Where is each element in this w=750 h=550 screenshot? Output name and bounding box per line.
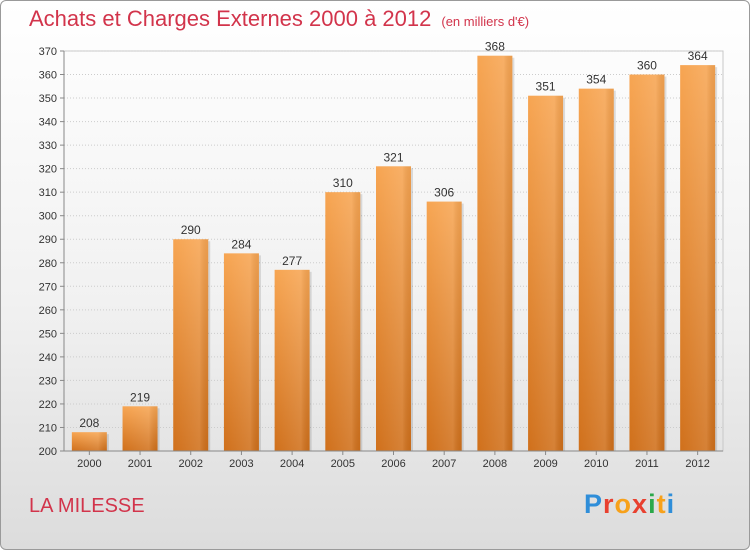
bar-highlight — [71, 432, 107, 451]
data-label: 351 — [536, 80, 556, 94]
y-tick-label: 360 — [39, 70, 57, 82]
data-label: 277 — [282, 254, 302, 268]
x-axis: 2000 2001 2002 2003 2004 2005 2006 2007 2008 2009… — [64, 450, 723, 470]
y-axis: 200 210 220 230 240 250 260 270 280 290 300 310 320 3… — [39, 46, 65, 458]
x-tick-label: 2012 — [685, 458, 709, 470]
x-tick-label: 2008 — [483, 458, 507, 470]
y-tick-label: 310 — [39, 187, 57, 199]
y-tick-label: 270 — [39, 281, 57, 293]
y-tick-label: 250 — [39, 328, 57, 340]
data-label: 208 — [79, 416, 99, 430]
bar-highlight — [629, 74, 665, 451]
x-tick-label: 2007 — [432, 458, 456, 470]
logo-letter: i — [648, 489, 657, 519]
logo-letter: o — [614, 489, 633, 519]
y-tick-label: 280 — [39, 258, 57, 270]
x-tick-label: 2002 — [178, 458, 202, 470]
y-tick-label: 330 — [39, 140, 57, 152]
y-tick-label: 350 — [39, 93, 57, 105]
place-name: LA MILESSE — [29, 495, 145, 517]
y-tick-label: 260 — [39, 305, 57, 317]
bar-highlight — [223, 253, 259, 451]
bar-highlight — [578, 88, 614, 451]
x-tick-label: 2005 — [331, 458, 355, 470]
logo-letter: x — [632, 489, 649, 519]
data-label: 354 — [586, 73, 606, 87]
data-label: 290 — [181, 223, 201, 237]
data-label: 368 — [485, 40, 505, 54]
bars — [71, 55, 718, 452]
chart-title: Achats et Charges Externes 2000 à 2012 (e… — [29, 6, 529, 32]
bar-highlight — [325, 192, 361, 452]
data-label: 321 — [383, 150, 403, 164]
bar-highlight — [122, 406, 158, 451]
data-label: 364 — [688, 49, 708, 63]
data-label: 306 — [434, 186, 454, 200]
logo-letter: t — [656, 489, 667, 519]
x-tick-label: 2006 — [381, 458, 405, 470]
y-tick-label: 230 — [39, 375, 57, 387]
data-label: 284 — [231, 237, 251, 251]
chart-subtitle: (en milliers d'€) — [441, 14, 530, 29]
y-tick-label: 200 — [39, 446, 57, 458]
bar-highlight — [173, 239, 209, 451]
logo-letter: r — [603, 489, 615, 519]
data-label: 360 — [637, 59, 657, 73]
x-tick-label: 2000 — [77, 458, 101, 470]
bar-highlight — [680, 65, 716, 451]
y-tick-label: 220 — [39, 399, 57, 411]
y-tick-label: 210 — [39, 422, 57, 434]
bar-highlight — [477, 55, 513, 452]
bar-highlight — [274, 269, 310, 451]
data-labels: 208 219 290 284 277 310 321 306 368 351 354 360 364 — [79, 40, 708, 430]
logo-letter: i — [666, 489, 676, 519]
y-tick-label: 370 — [39, 46, 57, 58]
x-tick-label: 2011 — [635, 458, 659, 470]
y-tick-label: 240 — [39, 352, 57, 364]
bar-highlight — [528, 95, 564, 452]
bar-highlight — [426, 201, 462, 451]
data-label: 219 — [130, 390, 150, 404]
y-tick-label: 290 — [39, 234, 57, 246]
x-tick-label: 2009 — [533, 458, 557, 470]
y-tick-label: 340 — [39, 117, 57, 129]
y-tick-label: 320 — [39, 164, 57, 176]
x-tick-label: 2003 — [229, 458, 253, 470]
data-label: 310 — [333, 176, 353, 190]
y-tick-label: 300 — [39, 211, 57, 223]
chart-title-text: Achats et Charges Externes 2000 à 2012 — [29, 6, 432, 31]
x-tick-label: 2010 — [584, 458, 608, 470]
proxiti-logo: Proxiti — [584, 489, 675, 520]
logo-letter: P — [584, 489, 604, 519]
bar-highlight — [376, 166, 411, 451]
x-tick-label: 2001 — [128, 458, 152, 470]
x-tick-label: 2004 — [280, 458, 304, 470]
